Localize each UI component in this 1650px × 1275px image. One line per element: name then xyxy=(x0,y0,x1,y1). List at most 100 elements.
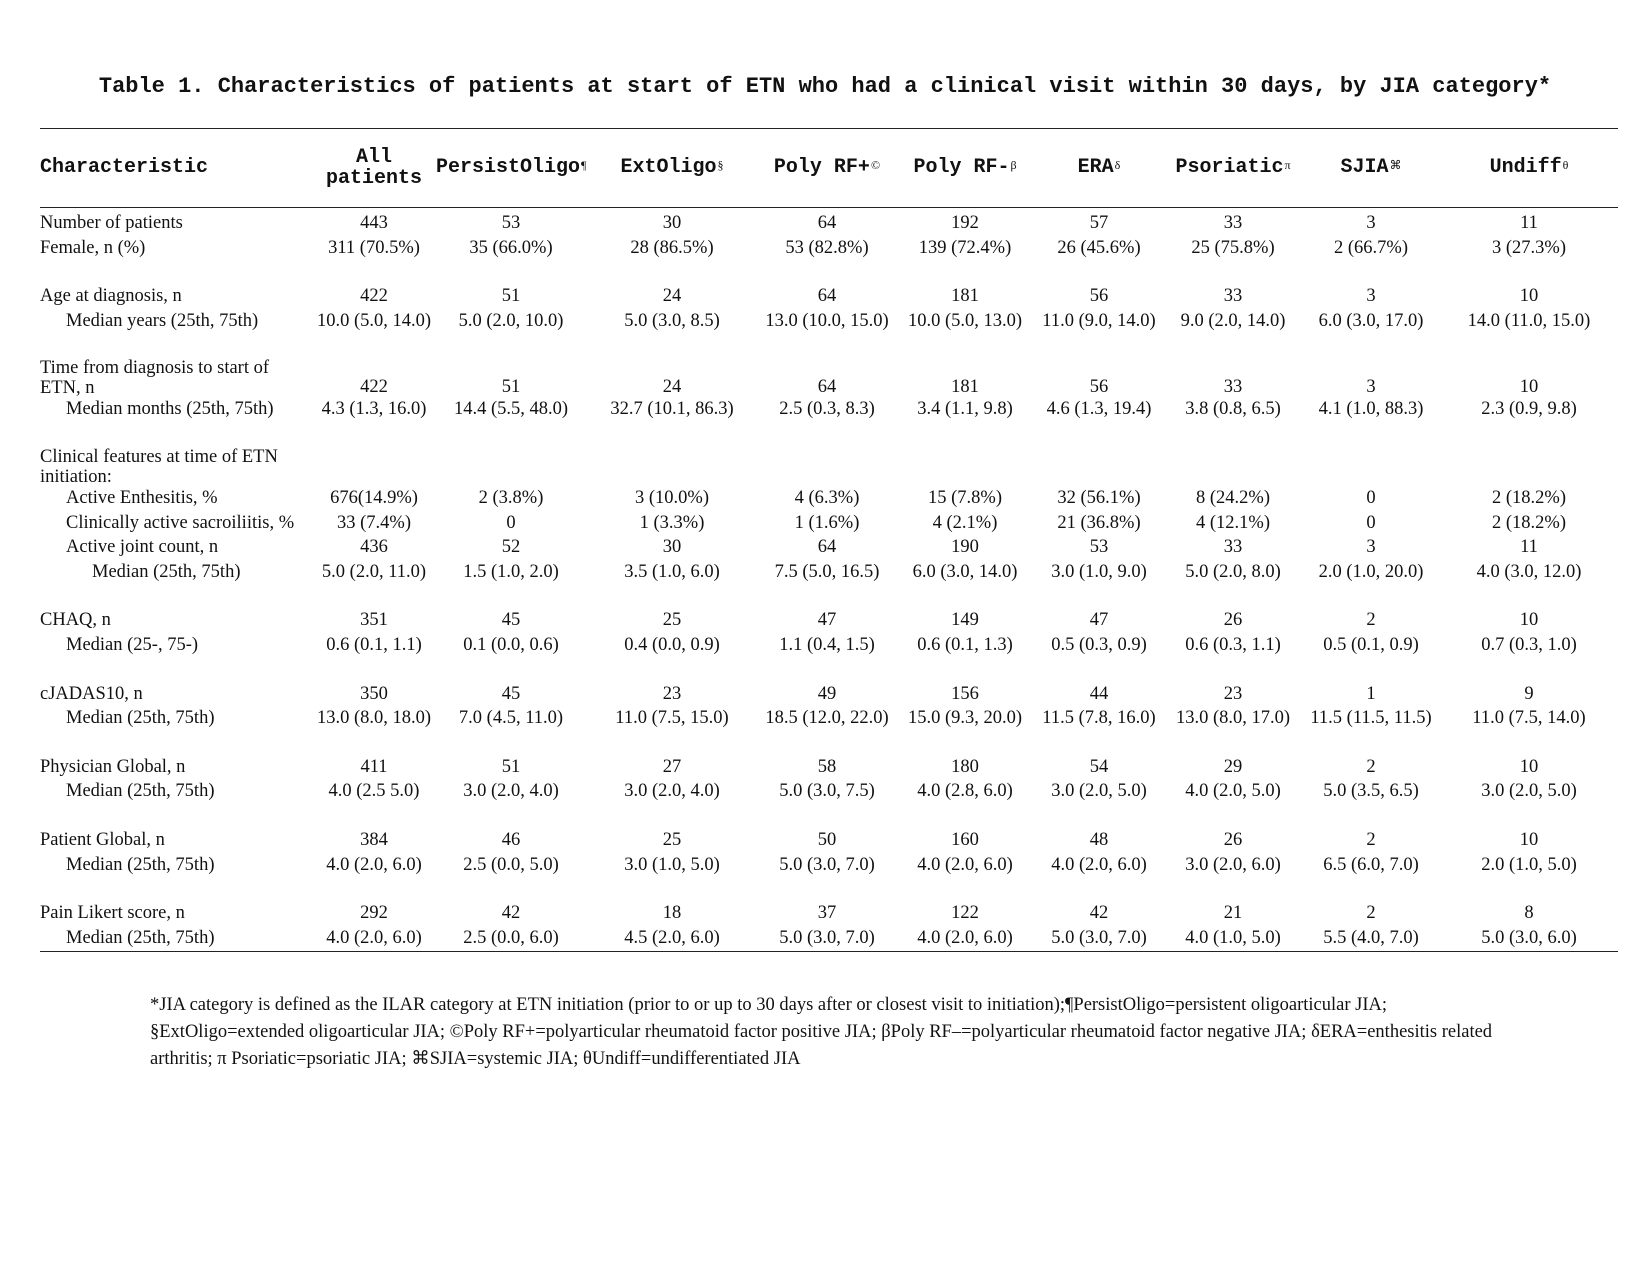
table-cell: 32.7 (10.1, 86.3) xyxy=(610,399,734,420)
table-cell: 10 xyxy=(1519,610,1539,631)
table-cell: 2 xyxy=(1366,610,1376,631)
table-cell: 8 xyxy=(1524,903,1534,924)
table-cell: 29 xyxy=(1223,756,1243,777)
spacer-cell xyxy=(40,261,1618,285)
table-cell: 11.5 (11.5, 11.5) xyxy=(1310,708,1432,729)
table-cell xyxy=(1302,447,1440,487)
table-row: Physician Global, n 411 51 27 58 180 54 29 2 10 xyxy=(40,756,1618,781)
table-cell: 0 xyxy=(1366,487,1376,508)
table-cell: 11 xyxy=(1520,213,1538,233)
table-cell: 47 xyxy=(1089,610,1109,631)
table-cell: 50 xyxy=(817,829,837,850)
table-cell: 21 xyxy=(1223,903,1243,924)
table-cell: 15 (7.8%) xyxy=(928,487,1002,508)
row-label: Patient Global, n xyxy=(40,829,165,850)
table-cell: 5.0 (2.0, 11.0) xyxy=(321,561,427,582)
table-cell: 14.0 (11.0, 15.0) xyxy=(1467,310,1591,331)
table-header-row: Characteristic All patients PersistOligo¶ E… xyxy=(40,128,1618,208)
table-cell: 9.0 (2.0, 14.0) xyxy=(1180,310,1286,331)
table-cell: 3.0 (2.0, 4.0) xyxy=(463,781,559,802)
table-cell: 25 xyxy=(662,610,682,631)
table-cell: 44 xyxy=(1089,683,1109,704)
table-cell: 45 xyxy=(501,683,521,704)
table-row: Time from diagnosis to start of ETN, n 42… xyxy=(40,358,1618,398)
table-cell: 42 xyxy=(501,903,521,924)
table-cell: 1.5 (1.0, 2.0) xyxy=(463,561,559,582)
table-cell: 4 (2.1%) xyxy=(932,512,998,533)
column-header-label: ExtOligo xyxy=(620,156,717,179)
table-row: Clinically active sacroiliitis, % 33 (7.4… xyxy=(40,512,1618,537)
table-row: Patient Global, n 384 46 25 50 160 48 26 2 10 xyxy=(40,829,1618,854)
table-cell: 24 xyxy=(662,377,682,398)
table-row: Female, n (%) 311 (70.5%) 35 (66.0%) 28 (86… xyxy=(40,237,1618,262)
table-cell: 5.0 (3.0, 7.5) xyxy=(779,781,875,802)
table-row: Median (25th, 75th) 5.0 (2.0, 11.0) 1.5 (1… xyxy=(40,561,1618,586)
column-header-footnote-mark: β xyxy=(1010,158,1017,172)
table-cell: 10 xyxy=(1519,756,1539,777)
row-label: Median (25th, 75th) xyxy=(40,926,312,953)
table-cell: 4.0 (2.0, 6.0) xyxy=(312,926,436,953)
table-cell: 443 xyxy=(360,213,388,233)
table-cell: 8 (24.2%) xyxy=(1196,487,1270,508)
spacer-cell xyxy=(40,732,1618,756)
table-cell: 1 (3.3%) xyxy=(639,512,705,533)
row-label: Physician Global, n xyxy=(40,756,186,777)
table-body: Number of patients 443 53 30 64 192 57 33 3 11 Fem… xyxy=(40,208,1618,953)
table-cell: 0.7 (0.3, 1.0) xyxy=(1481,634,1577,655)
row-label: Active Enthesitis, % xyxy=(66,487,218,508)
table-cell: 52 xyxy=(501,537,521,558)
table-cell xyxy=(1440,447,1618,487)
table-cell: 11 xyxy=(1520,537,1538,558)
table-cell: 5.0 (3.5, 6.5) xyxy=(1323,781,1419,802)
table-cell: 3 xyxy=(1366,537,1376,558)
column-header-label: Undiff xyxy=(1489,156,1562,179)
table-cell: 6.0 (3.0, 14.0) xyxy=(912,561,1018,582)
table-row: Number of patients 443 53 30 64 192 57 33 3 11 xyxy=(40,208,1618,237)
table-cell: 21 (36.8%) xyxy=(1057,512,1141,533)
table-cell: 4.1 (1.0, 88.3) xyxy=(1318,399,1424,420)
table-cell: 37 xyxy=(817,903,837,924)
table-cell: 4 (12.1%) xyxy=(1196,512,1270,533)
table-row: Median months (25th, 75th) 4.3 (1.3, 16.0… xyxy=(40,398,1618,423)
spacer-cell xyxy=(40,805,1618,829)
table-cell: 2.5 (0.0, 6.0) xyxy=(436,926,586,953)
table-cell xyxy=(586,447,758,487)
table-cell: 181 xyxy=(951,377,979,398)
spacer-row xyxy=(40,878,1618,902)
table-cell: 46 xyxy=(501,829,521,850)
table-cell: 1.1 (0.4, 1.5) xyxy=(779,634,875,655)
table-cell: 64 xyxy=(817,286,837,307)
table-cell: 64 xyxy=(817,377,837,398)
row-label: CHAQ, n xyxy=(40,610,111,631)
table-cell: 6.0 (3.0, 17.0) xyxy=(1318,310,1424,331)
column-header: ExtOligo§ xyxy=(586,128,758,208)
table-cell: 58 xyxy=(817,756,837,777)
table-cell: 51 xyxy=(501,756,521,777)
table-cell: 51 xyxy=(501,377,521,398)
table-cell: 54 xyxy=(1089,756,1109,777)
column-header-footnote-mark: ⌘ xyxy=(1389,158,1402,172)
table-cell: 30 xyxy=(662,213,682,233)
table-cell: 436 xyxy=(360,537,388,558)
table-cell: 10.0 (5.0, 13.0) xyxy=(907,310,1023,331)
spacer-row xyxy=(40,732,1618,756)
table-cell: 42 xyxy=(1089,903,1109,924)
table-cell: 4.0 (2.5 5.0) xyxy=(328,781,420,802)
table-row: Active joint count, n 436 52 30 64 190 53 33 3 11 xyxy=(40,536,1618,561)
row-label: Median (25th, 75th) xyxy=(66,708,215,729)
table-cell: 11.0 (7.5, 15.0) xyxy=(615,708,729,729)
table-row: Median (25th, 75th) 13.0 (8.0, 18.0) 7.0 (… xyxy=(40,707,1618,732)
characteristics-table: Characteristic All patients PersistOligo¶ E… xyxy=(40,128,1618,953)
table-cell: 64 xyxy=(817,537,837,558)
column-header: Poly RF+© xyxy=(758,128,896,208)
table-cell: 56 xyxy=(1089,377,1109,398)
column-header-label: All patients xyxy=(325,146,422,190)
table-cell: 350 xyxy=(360,683,388,704)
table-cell: 3.5 (1.0, 6.0) xyxy=(624,561,720,582)
table-cell: 48 xyxy=(1089,829,1109,850)
table-cell: 4.6 (1.3, 19.4) xyxy=(1046,399,1152,420)
table-cell: 3.4 (1.1, 9.8) xyxy=(917,399,1013,420)
table-cell: 384 xyxy=(360,829,388,850)
table-row: Age at diagnosis, n 422 51 24 64 181 56 33 3 10 xyxy=(40,285,1618,310)
table-cell: 1 xyxy=(1366,683,1376,704)
